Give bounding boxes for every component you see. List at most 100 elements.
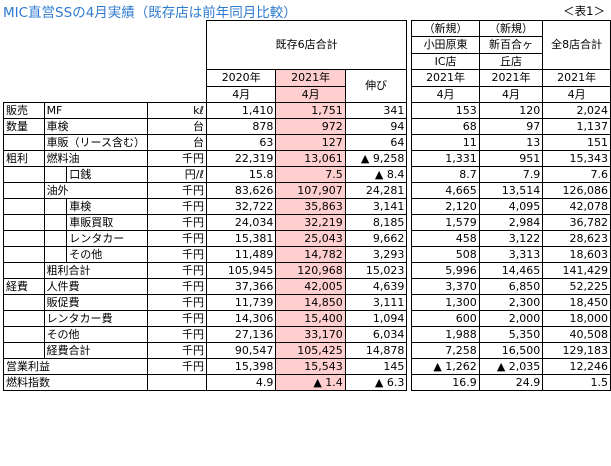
row-group-label: 燃料指数: [2, 374, 149, 391]
row-unit: 千円: [147, 342, 207, 359]
value-odawara: 8.7: [411, 166, 480, 183]
row-unit: 台: [147, 134, 207, 151]
value-2020: 105,945: [205, 262, 277, 279]
value-2021: 127: [275, 134, 346, 151]
value-shinyuri: 7.9: [478, 166, 544, 183]
value-odawara: 16.9: [411, 374, 480, 391]
row-group-label: 数量: [3, 118, 45, 135]
value-growth: 4,639: [344, 278, 408, 295]
value-growth: ▲ 8.4: [344, 166, 408, 183]
value-growth: 94: [344, 118, 408, 135]
indent-cell: [43, 214, 68, 231]
value-2021: 107,907: [275, 182, 346, 199]
value-shinyuri: 2,984: [478, 214, 544, 231]
table-row: 販売 MF kℓ 1,410 1,751 341 153 120 2,024: [3, 102, 611, 119]
value-shinyuri: 951: [478, 150, 544, 167]
value-all8: 141,429: [542, 262, 611, 279]
table-row: 経費合計 千円 90,547 105,425 14,878 7,258 16,500 129,…: [3, 342, 611, 359]
value-all8: 18,000: [542, 310, 611, 327]
value-odawara: 1,331: [411, 150, 480, 167]
row-unit: 台: [147, 118, 207, 135]
row-group-label: [3, 214, 45, 231]
value-all8: 42,078: [542, 198, 611, 215]
indent-cell: [43, 166, 68, 183]
value-growth: 24,281: [344, 182, 408, 199]
table-row: 粗利合計 千円 105,945 120,968 15,023 5,996 14,465 141…: [3, 262, 611, 279]
row-group-label: [3, 342, 45, 359]
value-shinyuri: 5,350: [478, 326, 544, 343]
table-row: レンタカー 千円 15,381 25,043 9,662 458 3,122 28,623: [3, 230, 611, 247]
results-table: 既存6店合計 （新規） （新規） 全8店合計 小田原東 新百合ヶ IC店 丘店 …: [2, 19, 611, 391]
value-2021: 32,219: [275, 214, 346, 231]
value-2020: 11,489: [205, 246, 277, 263]
table-row: 車販買取 千円 24,034 32,219 8,185 1,579 2,984 36,782: [3, 214, 611, 231]
row-group-label: [3, 246, 45, 263]
value-2020: 1,410: [205, 102, 277, 119]
value-growth: ▲ 6.3: [344, 374, 408, 391]
value-all8: 36,782: [542, 214, 611, 231]
value-growth: 3,293: [344, 246, 408, 263]
table-row: その他 千円 11,489 14,782 3,293 508 3,313 18,603: [3, 246, 611, 263]
value-2020: 14,306: [205, 310, 277, 327]
value-shinyuri: 24.9: [478, 374, 544, 391]
row-label: 粗利合計: [43, 262, 149, 279]
value-2020: 32,722: [205, 198, 277, 215]
value-2020: 27,136: [205, 326, 277, 343]
table-row: 油外 千円 83,626 107,907 24,281 4,665 13,514 126,08…: [3, 182, 611, 199]
value-shinyuri: 13,514: [478, 182, 544, 199]
value-2021: 42,005: [275, 278, 346, 295]
value-growth: 15,023: [344, 262, 408, 279]
row-label: MF: [43, 102, 149, 119]
table-row: その他 千円 27,136 33,170 6,034 1,988 5,350 40,508: [3, 326, 611, 343]
row-sub-label: 口銭: [66, 166, 149, 183]
value-shinyuri: 16,500: [478, 342, 544, 359]
header-new-shinyuri-3: 丘店: [478, 52, 544, 71]
value-growth: 341: [344, 102, 408, 119]
value-2021: 120,968: [275, 262, 346, 279]
header-new-shinyuri-2: 新百合ヶ: [478, 36, 544, 54]
indent-cell: [43, 198, 68, 215]
value-2021: 7.5: [275, 166, 346, 183]
value-all8: 2,024: [542, 102, 611, 119]
table-row: レンタカー費 千円 14,306 15,400 1,094 600 2,000 18,000: [3, 310, 611, 327]
table-row: 燃料指数 4.9 ▲ 1.4 ▲ 6.3 16.9 24.9 1.5: [2, 374, 611, 391]
row-label: レンタカー費: [43, 310, 149, 327]
row-unit: 円/ℓ: [147, 166, 207, 183]
value-growth: 3,141: [344, 198, 408, 215]
value-2020: 15,398: [205, 358, 277, 375]
row-unit: 千円: [147, 150, 207, 167]
header-2020-month: 4月: [205, 85, 277, 103]
value-shinyuri: 13: [478, 134, 544, 151]
value-odawara: 68: [411, 118, 480, 135]
row-group-label: 営業利益: [2, 358, 149, 375]
row-group-label: [3, 198, 45, 215]
value-2021: 105,425: [275, 342, 346, 359]
value-odawara: 153: [411, 102, 480, 119]
value-shinyuri: 2,300: [478, 294, 544, 311]
table-row: 口銭 円/ℓ 15.8 7.5 ▲ 8.4 8.7 7.9 7.6: [3, 166, 611, 183]
header-2020-year: 2020年: [205, 69, 277, 87]
value-odawara: 2,120: [411, 198, 480, 215]
value-all8: 15,343: [542, 150, 611, 167]
value-2020: 63: [205, 134, 277, 151]
row-label: 販促費: [43, 294, 149, 311]
row-unit: 千円: [147, 262, 207, 279]
value-growth: ▲ 9,258: [344, 150, 408, 167]
indent-cell: [43, 230, 68, 247]
value-2020: 4.9: [205, 374, 277, 391]
value-2021: 15,400: [275, 310, 346, 327]
value-2020: 22,319: [205, 150, 277, 167]
value-all8: 1.5: [542, 374, 611, 391]
value-all8: 126,086: [542, 182, 611, 199]
row-label: 油外: [43, 182, 149, 199]
header-new-odawara-3: IC店: [411, 52, 480, 71]
value-all8: 12,246: [542, 358, 611, 375]
header-shinyuri-2021: 2021年: [478, 69, 544, 87]
value-odawara: 4,665: [411, 182, 480, 199]
value-odawara: 458: [411, 230, 480, 247]
table-row: 営業利益 千円 15,398 15,543 145 ▲ 1,262 ▲ 2,035 12,24…: [2, 358, 611, 375]
row-unit: [147, 374, 207, 391]
value-shinyuri: 120: [478, 102, 544, 119]
value-2021: 972: [275, 118, 346, 135]
row-group-label: 粗利: [3, 150, 45, 167]
